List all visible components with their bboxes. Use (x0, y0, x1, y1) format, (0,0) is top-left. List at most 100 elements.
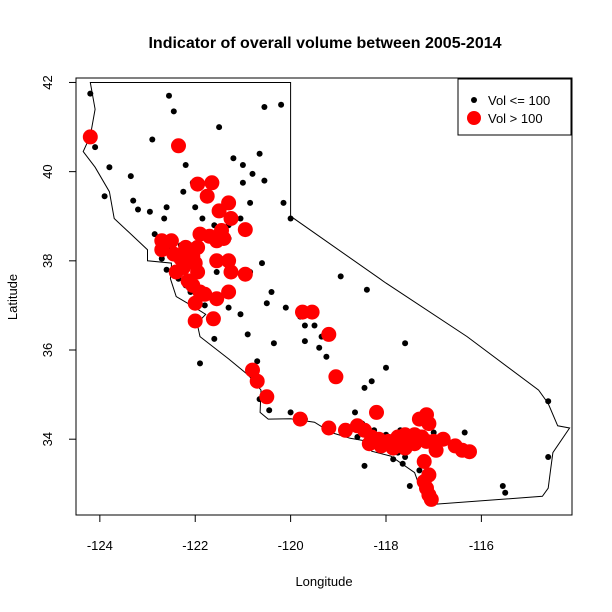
point-large-volume (259, 389, 275, 405)
point-large-volume (209, 291, 225, 307)
point-small-volume (192, 204, 199, 211)
point-small-volume (201, 302, 208, 309)
point-large-volume (462, 444, 477, 460)
point-small-volume (280, 199, 287, 206)
point-large-volume (199, 188, 215, 204)
point-small-volume (363, 286, 370, 293)
point-small-volume (237, 215, 244, 222)
point-small-volume (287, 215, 294, 222)
point-small-volume (390, 456, 397, 463)
point-large-volume (221, 284, 237, 300)
point-small-volume (225, 304, 232, 311)
point-large-volume (369, 404, 384, 420)
point-small-volume (430, 429, 437, 436)
point-small-volume (301, 338, 308, 345)
point-small-volume (127, 173, 134, 180)
california-outline (82, 82, 571, 506)
point-small-volume (301, 322, 308, 329)
point-large-volume (190, 176, 206, 192)
point-small-volume (337, 273, 344, 280)
point-large-volume (416, 454, 432, 469)
point-large-volume (221, 253, 237, 269)
point-small-volume (266, 407, 273, 414)
point-small-volume (323, 353, 330, 360)
point-small-volume (158, 255, 165, 262)
x-axis-title: Longitude (295, 574, 352, 589)
point-small-volume (199, 215, 206, 222)
point-small-volume (170, 108, 177, 115)
point-large-volume (338, 422, 353, 438)
point-small-volume (130, 197, 137, 204)
point-small-volume (239, 162, 246, 168)
point-small-volume (402, 454, 409, 460)
point-small-volume (197, 360, 203, 367)
legend-large-dot-icon (467, 111, 481, 125)
y-axis: 34 36 38 40 42 (40, 75, 77, 446)
point-large-volume (168, 264, 184, 280)
point-large-volume (292, 411, 308, 427)
x-tick-label: -124 (87, 538, 113, 553)
point-small-volume (261, 104, 268, 110)
point-small-volume (135, 206, 141, 213)
point-large-volume (237, 266, 253, 282)
point-small-volume (361, 384, 368, 391)
point-small-volume (368, 378, 375, 385)
y-tick-label: 42 (40, 75, 55, 89)
point-small-volume (87, 90, 94, 97)
small-volume-points (87, 90, 552, 503)
point-small-volume (399, 460, 406, 467)
point-small-volume (282, 304, 289, 311)
point-small-volume (261, 177, 268, 184)
x-tick-label: -122 (182, 538, 208, 553)
point-large-volume (205, 311, 221, 327)
point-small-volume (354, 434, 361, 440)
legend-box (457, 78, 572, 136)
point-small-volume (149, 136, 156, 143)
legend-label-small: Vol <= 100 (488, 93, 550, 108)
point-small-volume (402, 340, 409, 347)
point-large-volume (237, 222, 253, 238)
point-large-volume (321, 326, 337, 342)
y-tick-label: 40 (40, 164, 55, 178)
point-small-volume (101, 193, 108, 200)
point-large-volume (435, 431, 451, 447)
point-small-volume (146, 208, 153, 215)
point-small-volume (216, 124, 223, 131)
point-large-volume (421, 416, 437, 432)
point-large-volume (204, 175, 220, 191)
point-large-volume (328, 369, 344, 385)
point-small-volume (254, 358, 261, 365)
x-tick-label: -116 (469, 538, 494, 553)
large-volume-points (82, 129, 477, 507)
point-small-volume (263, 300, 270, 307)
point-small-volume (287, 409, 294, 416)
point-small-volume (270, 340, 277, 347)
legend-label-large: Vol > 100 (488, 111, 543, 126)
point-large-volume (187, 313, 203, 329)
x-tick-label: -118 (373, 538, 398, 553)
point-large-volume (187, 295, 203, 311)
point-large-volume (154, 242, 170, 258)
point-small-volume (502, 489, 509, 496)
point-small-volume (499, 483, 506, 489)
point-small-volume (163, 266, 170, 273)
point-small-volume (545, 454, 552, 460)
point-small-volume (239, 179, 246, 186)
point-small-volume (230, 155, 237, 162)
point-large-volume (321, 420, 337, 436)
point-small-volume (278, 101, 285, 108)
point-small-volume (383, 364, 389, 371)
x-axis: -124 -122 -120 -118 -116 (87, 514, 494, 553)
point-small-volume (268, 289, 275, 295)
point-small-volume (213, 269, 220, 275)
point-large-volume (197, 286, 213, 302)
point-small-volume (545, 398, 552, 405)
point-large-volume (397, 440, 413, 456)
point-small-volume (247, 199, 254, 206)
point-large-volume (209, 253, 225, 269)
point-small-volume (256, 150, 263, 157)
point-small-volume (361, 462, 368, 469)
point-large-volume (304, 304, 320, 320)
point-small-volume (406, 483, 413, 489)
